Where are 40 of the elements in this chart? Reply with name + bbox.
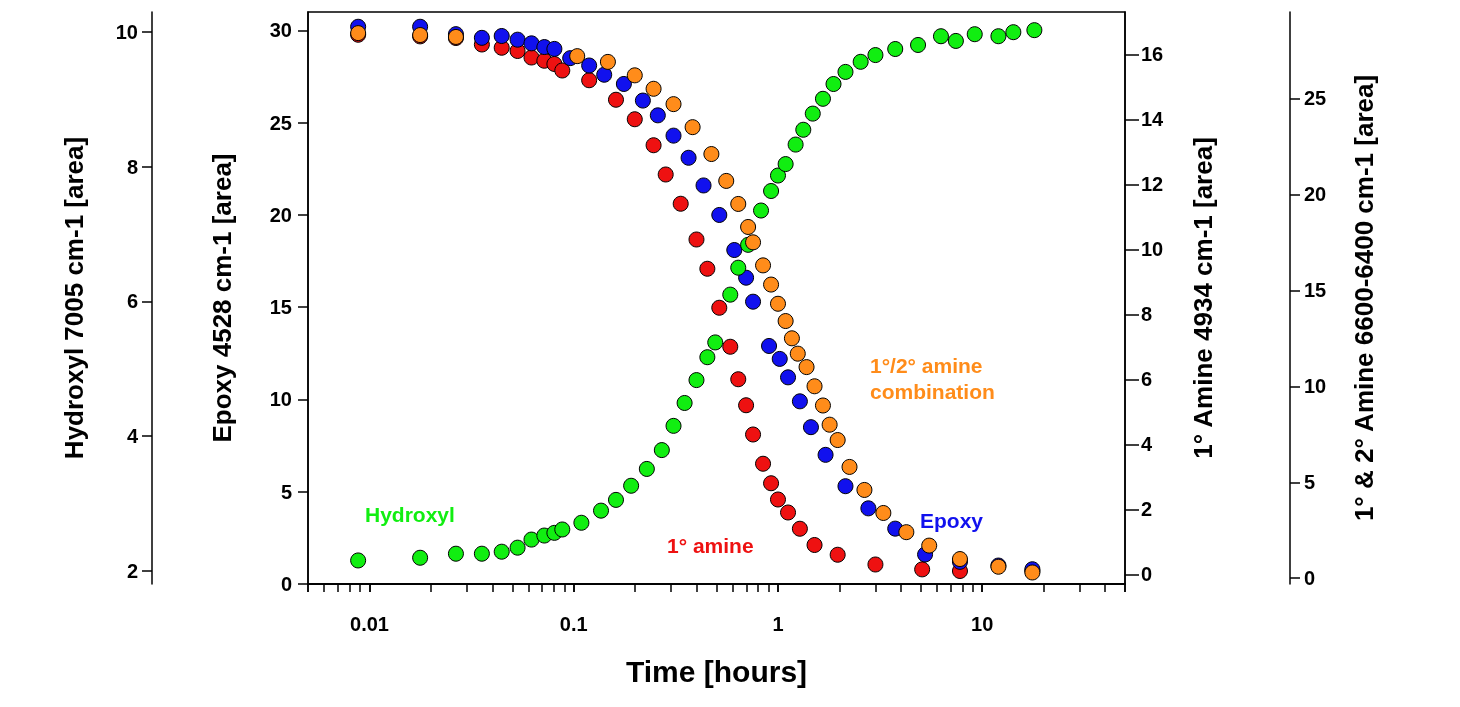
y3-axis-title: 1° Amine 4934 cm-1 [area] bbox=[1188, 137, 1218, 459]
y3-tick-label: 0 bbox=[1141, 563, 1153, 586]
series-label: 1°/2° amine combination bbox=[870, 353, 995, 403]
y2-tick-label: 2 bbox=[126, 559, 138, 582]
x-tick-label: 0.01 bbox=[350, 613, 389, 635]
y-tick-label: 5 bbox=[1304, 471, 1316, 494]
x-tick-label: 1 bbox=[772, 613, 784, 635]
y-tick-label: 15 bbox=[1304, 279, 1327, 302]
x-tick-label: 10 bbox=[971, 613, 994, 635]
y3-tick-label: 10 bbox=[1141, 238, 1164, 261]
y-axis-title: 1° & 2° Amine 6600-6400 cm-1 [area] bbox=[1349, 74, 1379, 522]
y3-tick-label: 16 bbox=[1141, 43, 1164, 66]
y3-tick-label: 12 bbox=[1141, 173, 1164, 196]
y-tick-label: 0 bbox=[1304, 567, 1316, 590]
y2-axis-title: Hydroxyl 7005 cm-1 [area] bbox=[59, 136, 89, 460]
y3-tick-label: 6 bbox=[1141, 368, 1153, 391]
y-tick-label: 10 bbox=[1304, 375, 1327, 398]
series-label: Epoxy bbox=[920, 508, 984, 532]
y2-tick-label: 10 bbox=[115, 21, 138, 44]
y2-tick-label: 4 bbox=[126, 424, 139, 447]
x-axis-title: Time [hours] bbox=[625, 654, 808, 688]
y-tick-label: 5 bbox=[280, 480, 292, 503]
y3-tick-label: 4 bbox=[1141, 433, 1153, 456]
y3-tick-label: 8 bbox=[1141, 303, 1153, 326]
y3-tick-label: 14 bbox=[1141, 108, 1165, 131]
y2-tick-label: 8 bbox=[126, 155, 138, 178]
y-tick-label: 20 bbox=[1304, 183, 1327, 206]
y-tick-label: 25 bbox=[269, 111, 292, 134]
y-tick-label: 15 bbox=[269, 296, 292, 319]
y-tick-label: 20 bbox=[269, 203, 292, 226]
y-tick-label: 25 bbox=[1304, 87, 1327, 110]
y-tick-label: 0 bbox=[280, 573, 292, 595]
y-tick-label: 30 bbox=[269, 19, 292, 42]
y-tick-label: 10 bbox=[269, 388, 292, 411]
x-tick-label: 0.1 bbox=[559, 613, 588, 635]
series-label: Hydroxyl bbox=[365, 502, 455, 526]
y2-tick-label: 6 bbox=[126, 290, 138, 313]
y-axis-title: Epoxy 4528 cm-1 [area] bbox=[207, 153, 237, 443]
y3-tick-label: 2 bbox=[1141, 498, 1153, 521]
series-label: 1° amine bbox=[667, 533, 754, 557]
